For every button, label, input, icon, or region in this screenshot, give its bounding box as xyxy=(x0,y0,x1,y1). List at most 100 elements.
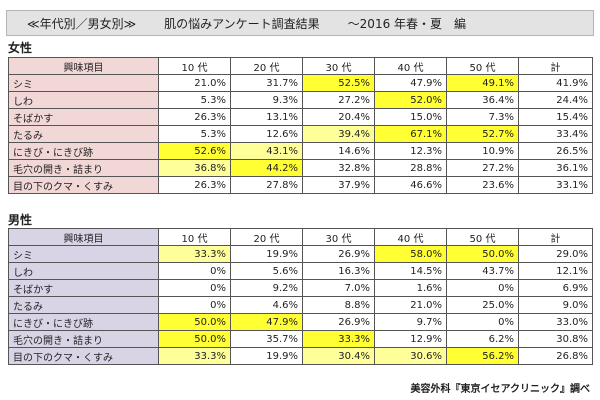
column-header: 40 代 xyxy=(374,228,447,246)
column-header: 30 代 xyxy=(302,228,375,246)
column-header: 10 代 xyxy=(158,228,231,246)
value-cell: 12.3% xyxy=(374,142,447,160)
table-row: たるみ 0% 4.6% 8.8% 21.0% 25.0% 9.0% xyxy=(8,296,593,314)
male-table: 興味項目 10 代 20 代 30 代 40 代 50 代計シミ 33.3% 19.9% 26.… xyxy=(8,228,593,365)
value-cell: 6.2% xyxy=(446,330,519,348)
value-cell: 15.4% xyxy=(518,108,593,126)
value-cell: 36.4% xyxy=(446,91,519,109)
value-cell: 13.1% xyxy=(230,108,303,126)
value-cell: 32.8% xyxy=(302,159,375,177)
value-cell: 6.9% xyxy=(518,279,593,297)
row-label: そばかす xyxy=(8,108,159,126)
column-header: 40 代 xyxy=(374,57,447,75)
value-cell: 33.1% xyxy=(518,176,593,194)
male-section-label: 男性 xyxy=(8,213,33,227)
value-cell: 9.2% xyxy=(230,279,303,297)
column-header: 50 代 xyxy=(446,228,519,246)
value-cell: 12.9% xyxy=(374,330,447,348)
value-cell: 30.6% xyxy=(374,347,447,365)
value-cell: 29.0% xyxy=(518,245,593,263)
value-cell: 26.3% xyxy=(158,176,231,194)
value-cell: 33.4% xyxy=(518,125,593,143)
value-cell: 14.5% xyxy=(374,262,447,280)
value-cell: 5.3% xyxy=(158,91,231,109)
row-label: しわ xyxy=(8,91,159,109)
table-row: にきび・にきび跡 52.6% 43.1% 14.6% 12.3% 10.9% 26.5% xyxy=(8,142,593,160)
female-table: 興味項目 10 代 20 代 30 代 40 代 50 代計シミ 21.0% 31.7% 52.… xyxy=(8,57,593,194)
value-cell: 26.9% xyxy=(302,245,375,263)
column-header-item: 興味項目 xyxy=(8,57,159,75)
column-header: 10 代 xyxy=(158,57,231,75)
value-cell: 23.6% xyxy=(446,176,519,194)
value-cell: 33.3% xyxy=(302,330,375,348)
value-cell: 26.8% xyxy=(518,347,593,365)
value-cell: 33.0% xyxy=(518,313,593,331)
table-row: しわ 0% 5.6% 16.3% 14.5% 43.7% 12.1% xyxy=(8,262,593,280)
value-cell: 14.6% xyxy=(302,142,375,160)
value-cell: 26.9% xyxy=(302,313,375,331)
value-cell: 56.2% xyxy=(446,347,519,365)
value-cell: 35.7% xyxy=(230,330,303,348)
value-cell: 47.9% xyxy=(374,74,447,92)
value-cell: 8.8% xyxy=(302,296,375,314)
value-cell: 36.1% xyxy=(518,159,593,177)
table-row: そばかす 26.3% 13.1% 20.4% 15.0% 7.3% 15.4% xyxy=(8,108,593,126)
table-row: 目の下のクマ・くすみ 33.3% 19.9% 30.4% 30.6% 56.2% 26.8% xyxy=(8,347,593,365)
value-cell: 27.8% xyxy=(230,176,303,194)
value-cell: 27.2% xyxy=(446,159,519,177)
value-cell: 0% xyxy=(158,279,231,297)
row-label: 毛穴の開き・詰まり xyxy=(8,159,159,177)
column-header: 20 代 xyxy=(230,57,303,75)
row-label: たるみ xyxy=(8,296,159,314)
value-cell: 21.0% xyxy=(158,74,231,92)
column-header: 20 代 xyxy=(230,228,303,246)
table-row: シミ 21.0% 31.7% 52.5% 47.9% 49.1% 41.9% xyxy=(8,74,593,92)
female-section-label: 女性 xyxy=(8,41,33,55)
column-header-item: 興味項目 xyxy=(8,228,159,246)
table-row: シミ 33.3% 19.9% 26.9% 58.0% 50.0% 29.0% xyxy=(8,245,593,263)
value-cell: 52.0% xyxy=(374,91,447,109)
value-cell: 28.8% xyxy=(374,159,447,177)
value-cell: 12.6% xyxy=(230,125,303,143)
value-cell: 43.7% xyxy=(446,262,519,280)
row-label: シミ xyxy=(8,245,159,263)
value-cell: 7.0% xyxy=(302,279,375,297)
source-footer: 美容外科『東京イセアクリニック』調べ xyxy=(410,384,591,395)
row-label: 目の下のクマ・くすみ xyxy=(8,347,159,365)
value-cell: 16.3% xyxy=(302,262,375,280)
table-row: たるみ 5.3% 12.6% 39.4% 67.1% 52.7% 33.4% xyxy=(8,125,593,143)
value-cell: 37.9% xyxy=(302,176,375,194)
row-label: にきび・にきび跡 xyxy=(8,142,159,160)
title-subtitle: ～2016 年春・夏 編 xyxy=(347,16,467,31)
value-cell: 26.5% xyxy=(518,142,593,160)
value-cell: 9.7% xyxy=(374,313,447,331)
value-cell: 39.4% xyxy=(302,125,375,143)
value-cell: 0% xyxy=(446,279,519,297)
row-label: 毛穴の開き・詰まり xyxy=(8,330,159,348)
value-cell: 12.1% xyxy=(518,262,593,280)
column-header: 30 代 xyxy=(302,57,375,75)
table-row: しわ 5.3% 9.3% 27.2% 52.0% 36.4% 24.4% xyxy=(8,91,593,109)
column-header: 計 xyxy=(518,228,593,246)
value-cell: 67.1% xyxy=(374,125,447,143)
value-cell: 5.3% xyxy=(158,125,231,143)
value-cell: 52.7% xyxy=(446,125,519,143)
value-cell: 24.4% xyxy=(518,91,593,109)
table-row: 毛穴の開き・詰まり 50.0% 35.7% 33.3% 12.9% 6.2% 30.8% xyxy=(8,330,593,348)
value-cell: 4.6% xyxy=(230,296,303,314)
value-cell: 43.1% xyxy=(230,142,303,160)
row-label: そばかす xyxy=(8,279,159,297)
value-cell: 1.6% xyxy=(374,279,447,297)
value-cell: 21.0% xyxy=(374,296,447,314)
value-cell: 10.9% xyxy=(446,142,519,160)
value-cell: 49.1% xyxy=(446,74,519,92)
value-cell: 50.0% xyxy=(158,330,231,348)
value-cell: 47.9% xyxy=(230,313,303,331)
value-cell: 44.2% xyxy=(230,159,303,177)
title-category: ≪年代別／男女別≫ xyxy=(27,16,137,31)
value-cell: 36.8% xyxy=(158,159,231,177)
value-cell: 9.3% xyxy=(230,91,303,109)
value-cell: 19.9% xyxy=(230,347,303,365)
header-row: 興味項目 10 代 20 代 30 代 40 代 50 代計 xyxy=(8,228,593,246)
value-cell: 30.8% xyxy=(518,330,593,348)
